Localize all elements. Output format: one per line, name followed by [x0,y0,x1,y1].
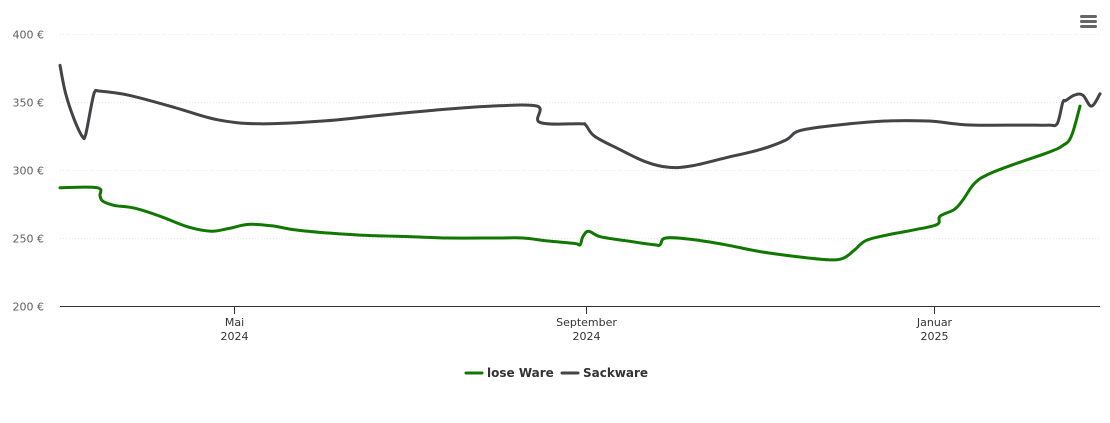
series-line-2[interactable] [58,63,1102,170]
grid-lines [60,34,1100,239]
series-line-1[interactable] [58,104,1082,262]
x-tick-year-label: 2024 [221,330,249,343]
y-tick-label: 200 € [13,301,45,314]
legend-item[interactable]: Sackware [560,366,648,380]
y-tick-label: 400 € [13,29,45,42]
x-tick-year-label: 2025 [921,330,949,343]
x-tick-label: Januar [916,316,953,329]
legend-label: lose Ware [487,366,554,380]
menu-icon [1080,15,1097,18]
x-tick-year-label: 2024 [573,330,601,343]
y-tick-label: 300 € [13,165,45,178]
chart-menu-button[interactable] [1076,11,1102,33]
legend-label: Sackware [583,366,648,380]
y-axis: 200 € 250 € 300 € 350 € 400 € [13,29,45,314]
legend-item[interactable]: lose Ware [464,366,554,380]
y-tick-label: 250 € [13,233,45,246]
x-tick-label: Mai [225,316,244,329]
legend: lose Ware Sackware [464,366,648,380]
menu-icon-line [1080,20,1097,23]
menu-icon-line [1080,25,1097,28]
y-tick-label: 350 € [13,97,45,110]
x-tick-label: September [556,316,617,329]
series-lines [58,63,1102,262]
